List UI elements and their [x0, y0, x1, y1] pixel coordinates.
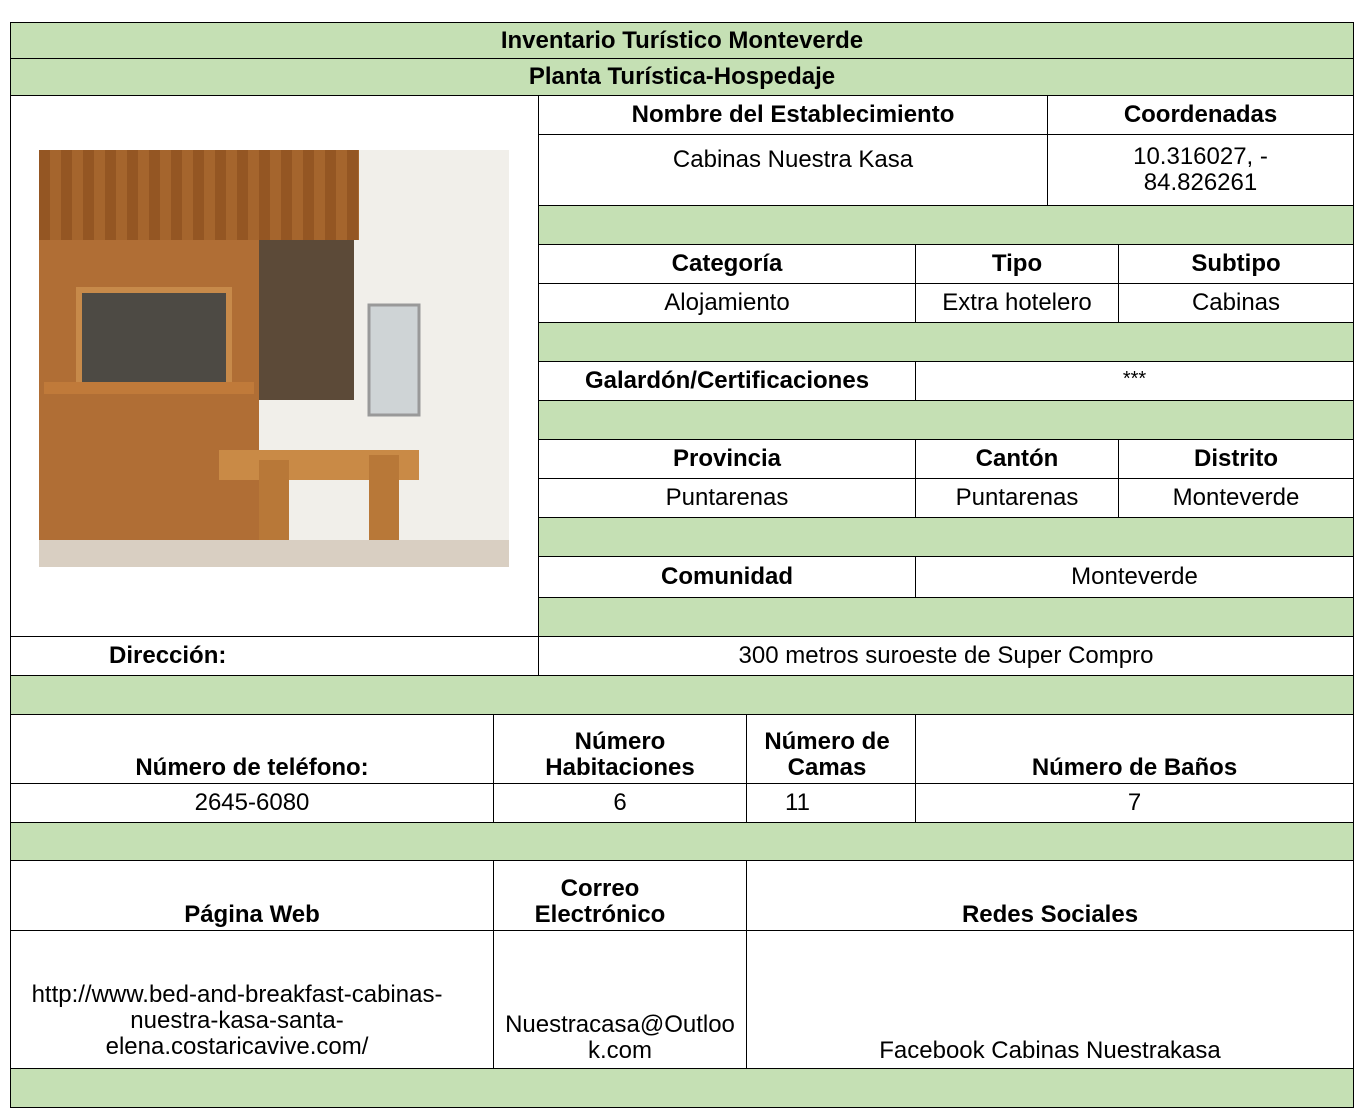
field-value: Alojamiento	[538, 283, 916, 323]
photo-cell	[10, 95, 539, 637]
spacer	[538, 400, 1354, 440]
field-label: Galardón/Certificaciones	[538, 361, 916, 401]
spacer	[538, 322, 1354, 362]
field-value: Monteverde	[915, 556, 1354, 598]
field-label: Distrito	[1118, 439, 1354, 479]
spacer	[538, 517, 1354, 557]
field-label: Correo Electrónico	[493, 860, 747, 931]
title: Inventario Turístico Monteverde	[10, 22, 1354, 59]
field-label: Comunidad	[538, 556, 916, 598]
field-label: Tipo	[915, 244, 1119, 284]
field-label: Categoría	[538, 244, 916, 284]
field-label: Número de teléfono:	[10, 714, 494, 784]
field-label: Número de Baños	[915, 714, 1354, 784]
field-label: Coordenadas	[1047, 95, 1354, 135]
field-value: Cabinas	[1118, 283, 1354, 323]
field-value: http://www.bed-and-breakfast-cabinas-nue…	[10, 930, 494, 1069]
field-value: Cabinas Nuestra Kasa	[538, 134, 1048, 206]
spacer	[10, 1068, 1354, 1108]
field-value: Puntarenas	[538, 478, 916, 518]
spacer	[10, 675, 1354, 715]
field-value: 2645-6080	[10, 783, 494, 823]
field-label: Provincia	[538, 439, 916, 479]
field-label: Cantón	[915, 439, 1119, 479]
field-value: 6	[493, 783, 747, 823]
field-label: Dirección:	[10, 636, 539, 676]
photo	[39, 150, 509, 567]
field-value: 11	[746, 783, 916, 823]
field-value: Monteverde	[1118, 478, 1354, 518]
field-label: Subtipo	[1118, 244, 1354, 284]
field-value: ***	[915, 361, 1354, 401]
field-value: 7	[915, 783, 1354, 823]
field-label: Página Web	[10, 860, 494, 931]
field-value: Nuestracasa@Outlook.com	[493, 930, 747, 1069]
field-value: Facebook Cabinas Nuestrakasa	[746, 930, 1354, 1069]
spacer	[538, 597, 1354, 637]
spacer	[10, 822, 1354, 861]
field-label: Nombre del Establecimiento	[538, 95, 1048, 135]
spacer	[538, 205, 1354, 245]
field-label: Número Habitaciones	[493, 714, 747, 784]
field-value: Extra hotelero	[915, 283, 1119, 323]
field-value: 10.316027, - 84.826261	[1047, 134, 1354, 206]
field-value: Puntarenas	[915, 478, 1119, 518]
field-label: Número de Camas	[746, 714, 916, 784]
field-label: Redes Sociales	[746, 860, 1354, 931]
field-value: 300 metros suroeste de Super Compro	[538, 636, 1354, 676]
subtitle: Planta Turística-Hospedaje	[10, 58, 1354, 96]
